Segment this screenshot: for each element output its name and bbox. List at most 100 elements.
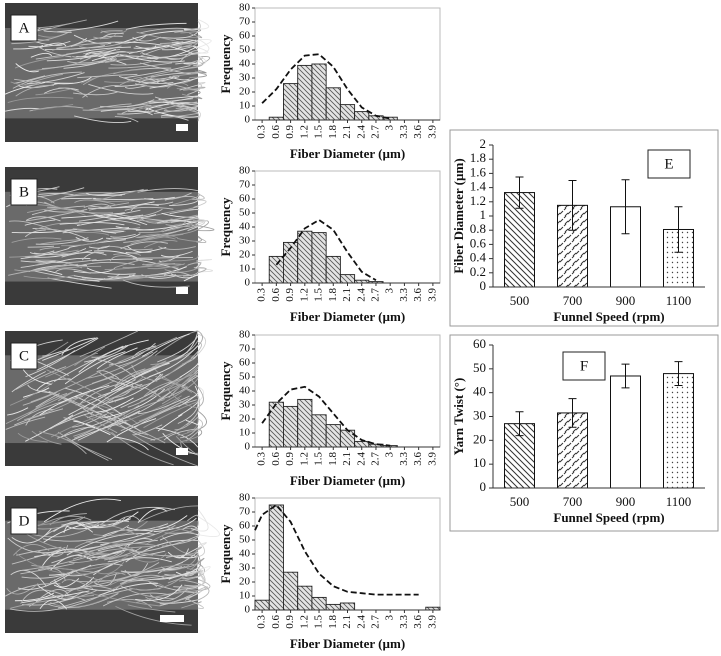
fiber [105, 233, 141, 240]
y-tick-label: 0 [245, 114, 251, 126]
y-tick-label: 80 [239, 165, 251, 177]
x-tick-label: 0.3 [256, 615, 268, 629]
fiber [180, 542, 207, 558]
histogram-bar [268, 504, 284, 611]
x-tick-label: 700 [563, 293, 583, 308]
y-tick-label: 0.6 [470, 235, 487, 250]
x-tick-label: 700 [563, 494, 583, 509]
fiber [113, 252, 142, 256]
fiber [97, 572, 126, 584]
fiber [23, 532, 109, 556]
fiber [187, 514, 199, 522]
y-tick-label: 10 [239, 263, 251, 275]
x-tick-label: 0.6 [270, 452, 282, 466]
y-tick-label: 60 [473, 336, 486, 351]
fiber [149, 77, 199, 89]
fiber [25, 216, 61, 222]
x-tick-label: 0.9 [284, 452, 296, 466]
x-tick-label: 2.7 [369, 452, 381, 466]
fiber [7, 537, 61, 554]
x-tick-label: 2.1 [341, 125, 353, 139]
fiber [90, 381, 139, 410]
fiber [110, 57, 161, 66]
fiber [190, 342, 202, 359]
fiber [27, 392, 68, 415]
fiber [191, 38, 210, 55]
fiber [97, 539, 158, 552]
fiber [63, 53, 120, 69]
fiber [120, 551, 199, 573]
fiber [105, 388, 166, 418]
fiber [102, 592, 172, 607]
fiber [12, 71, 82, 89]
y-tick-label: 30 [473, 407, 486, 422]
sem-image: B [5, 167, 215, 305]
fiber [59, 222, 125, 226]
fiber [114, 116, 139, 123]
y-tick-label: 10 [239, 100, 251, 112]
x-tick-label: 500 [510, 494, 530, 509]
y-tick-label: 1.2 [470, 193, 486, 208]
fiber [136, 214, 198, 222]
fiber [39, 385, 110, 416]
fiber [85, 192, 126, 197]
fiber [4, 583, 61, 597]
y-tick-label: 80 [239, 492, 251, 504]
fiber [185, 419, 201, 430]
fiber [27, 72, 85, 85]
fiber [55, 268, 91, 274]
fiber [73, 274, 135, 280]
y-tick-label: 40 [473, 384, 486, 399]
y-tick-label: 0.2 [470, 264, 486, 279]
fiber [35, 88, 72, 96]
fiber [66, 524, 100, 530]
y-tick-label: 70 [239, 506, 251, 518]
histogram-bar [283, 83, 299, 121]
fiber [50, 542, 110, 554]
fiber [172, 72, 199, 77]
fiber [46, 53, 111, 62]
histogram-bar [283, 571, 299, 611]
fiber [72, 413, 107, 428]
fiber [89, 205, 137, 209]
fiber [41, 57, 91, 69]
fiber [7, 407, 29, 416]
fiber [81, 68, 144, 84]
panel-label: F [580, 358, 588, 374]
y-axis-title: Frequency [218, 524, 233, 583]
fiber [179, 82, 206, 91]
fiber [130, 360, 167, 383]
fiber [187, 220, 206, 231]
fiber [85, 46, 131, 52]
y-axis-title: Frequency [218, 361, 233, 420]
error-bar [621, 179, 630, 235]
fiber [114, 368, 146, 388]
histogram-bar [297, 585, 313, 611]
fiber [187, 579, 211, 592]
fiber [183, 274, 200, 282]
x-tick-label: 2.7 [369, 125, 381, 139]
fiber [155, 220, 199, 224]
x-axis-title: Funnel Speed (rpm) [553, 510, 664, 525]
fiber [10, 569, 47, 587]
y-tick-label: 30 [239, 399, 251, 411]
fiber [163, 101, 199, 113]
fiber [25, 408, 55, 426]
x-tick-label: 2.1 [341, 288, 353, 302]
fiber [25, 350, 76, 378]
fiber [79, 48, 121, 60]
x-tick-label: 1100 [666, 293, 692, 308]
y-tick-label: 0.4 [470, 250, 487, 265]
fiber [180, 426, 199, 439]
fiber [61, 337, 96, 356]
histogram-bar [311, 414, 327, 448]
y-tick-label: 50 [473, 360, 486, 375]
fiber [154, 526, 197, 535]
fiber [81, 549, 123, 555]
fiber [184, 586, 208, 601]
x-tick-label: 0.6 [270, 125, 282, 139]
x-tick-label: 1.8 [327, 288, 339, 302]
fiber [147, 101, 199, 106]
y-tick-label: 40 [239, 221, 251, 233]
fiber [96, 561, 125, 575]
